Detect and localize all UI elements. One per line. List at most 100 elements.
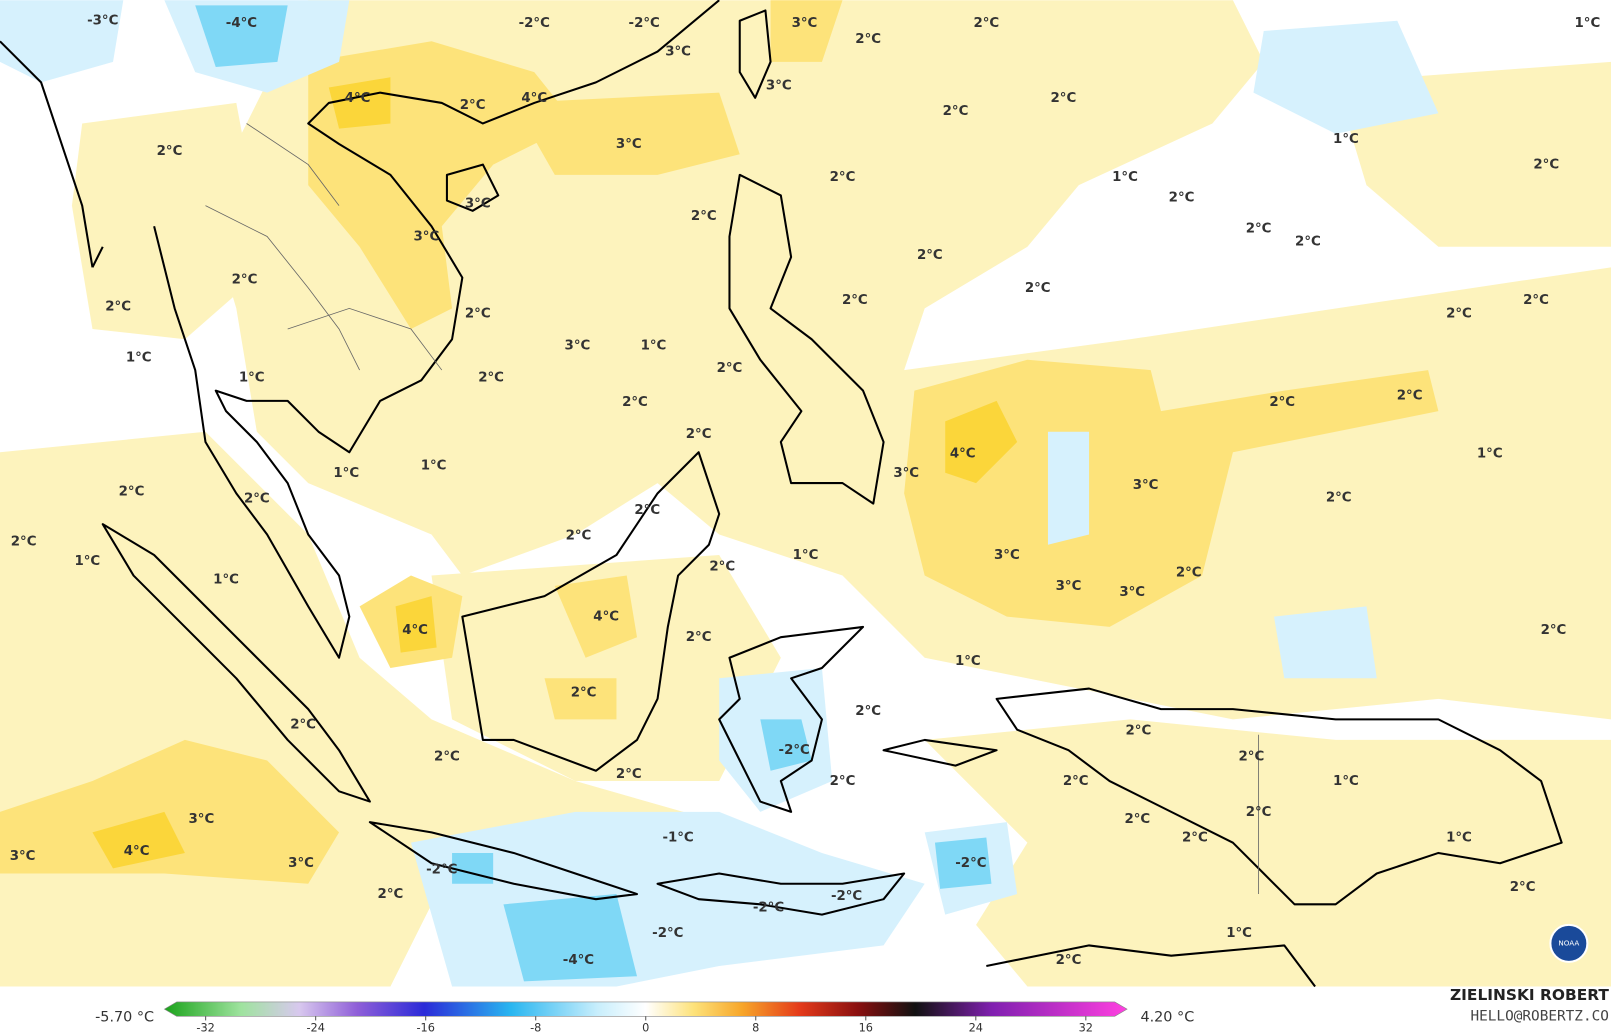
- contour-label: 3°C: [994, 548, 1020, 563]
- contour-label: 3°C: [766, 78, 792, 93]
- lesser-sunda: [656, 872, 906, 916]
- contour-label: 4°C: [402, 623, 428, 638]
- borneo: [461, 451, 721, 772]
- contour-label: 4°C: [950, 446, 976, 461]
- contour-label: 4°C: [521, 91, 547, 106]
- contour-label: 2°C: [157, 144, 183, 159]
- contour-label: 1°C: [1574, 16, 1600, 31]
- java: [368, 821, 639, 901]
- seram: [882, 738, 998, 767]
- contour-label: 1°C: [421, 459, 447, 474]
- contour-label: 1°C: [1112, 170, 1138, 185]
- contour-label: 3°C: [189, 812, 215, 827]
- contour-label: 1°C: [126, 351, 152, 366]
- contour-label: 4°C: [124, 844, 150, 859]
- contour-label: -1°C: [662, 831, 693, 846]
- contour-label: 2°C: [1295, 235, 1321, 250]
- contour-label: 2°C: [1182, 831, 1208, 846]
- contour-label: 2°C: [1523, 293, 1549, 308]
- contour-label: 2°C: [478, 370, 504, 385]
- contour-label: 2°C: [1063, 774, 1089, 789]
- noaa-logo: NOAA: [1549, 923, 1589, 963]
- contour-label: 2°C: [1051, 91, 1077, 106]
- sulawesi: [718, 625, 865, 813]
- borders: [205, 123, 443, 371]
- map-area: -3°C -4°C -2°C -2°C 3°C 2°C 2°C 1°C 3°C 3°C 4°C 2°C…: [0, 0, 1611, 988]
- colorbar-tick-label: 16: [859, 1022, 873, 1035]
- contour-label: 2°C: [855, 32, 881, 47]
- contour-label: 1°C: [239, 370, 265, 385]
- hainan: [445, 163, 500, 212]
- contour-label: 2°C: [1239, 749, 1265, 764]
- contour-label: 2°C: [1246, 221, 1272, 236]
- logo-text: NOAA: [1558, 938, 1579, 947]
- contour-label: 1°C: [1333, 132, 1359, 147]
- colorbar-ramp: [163, 1001, 1128, 1017]
- contour-label: 1°C: [1333, 774, 1359, 789]
- contour-label: -2°C: [519, 16, 550, 31]
- contour-label: 2°C: [691, 209, 717, 224]
- contour-label: 2°C: [434, 749, 460, 764]
- contour-label: 2°C: [1025, 281, 1051, 296]
- contour-label: 2°C: [105, 299, 131, 314]
- contour-label: 2°C: [1169, 190, 1195, 205]
- colorbar-ticks: -32 -24 -16 -8 0 8 16 24 32: [196, 1016, 1093, 1035]
- contour-label: 2°C: [1541, 623, 1567, 638]
- contour-label: 1°C: [1226, 926, 1252, 941]
- contour-label: 2°C: [1269, 395, 1295, 410]
- contour-label: 2°C: [686, 630, 712, 645]
- contour-label: 3°C: [616, 137, 642, 152]
- colorbar-max-label: 4.20 °C: [1140, 1009, 1194, 1025]
- contour-label: 2°C: [244, 491, 270, 506]
- contour-label: 3°C: [893, 466, 919, 481]
- australia: [986, 944, 1316, 988]
- mainland-coast: [0, 0, 720, 659]
- contour-label: 1°C: [213, 573, 239, 588]
- contour-label: 2°C: [1533, 158, 1559, 173]
- contour-label: -2°C: [831, 889, 862, 904]
- contour-label: 2°C: [1126, 724, 1152, 739]
- contour-label: -2°C: [629, 16, 660, 31]
- contour-label: 3°C: [792, 16, 818, 31]
- contour-label: 3°C: [1119, 585, 1145, 600]
- contour-label: 2°C: [686, 427, 712, 442]
- contour-label: 2°C: [616, 767, 642, 782]
- contour-label: 2°C: [232, 273, 258, 288]
- contour-label: 3°C: [288, 856, 314, 871]
- colorbar-tick-label: -32: [196, 1022, 214, 1035]
- contour-label: 1°C: [1446, 831, 1472, 846]
- logo-circle: [1549, 923, 1589, 963]
- contour-label: 2°C: [1176, 565, 1202, 580]
- contour-label: 2°C: [11, 535, 37, 550]
- contour-label: -4°C: [226, 16, 257, 31]
- contour-label: -3°C: [87, 14, 118, 29]
- credit-author: ZIELINSKI ROBERT: [1450, 986, 1609, 1004]
- contour-label: 1°C: [793, 548, 819, 563]
- colorbar-tick-label: 0: [642, 1022, 649, 1035]
- colorbar-tick-label: -8: [530, 1022, 541, 1035]
- contour-label: 2°C: [1397, 389, 1423, 404]
- contour-label: 3°C: [414, 229, 440, 244]
- contour-label: -2°C: [753, 900, 784, 915]
- contour-label: 2°C: [1446, 307, 1472, 322]
- contour-label: 2°C: [460, 98, 486, 113]
- contour-label: 2°C: [634, 503, 660, 518]
- contour-label: -2°C: [955, 856, 986, 871]
- sumatra: [101, 523, 371, 803]
- contour-label: 1°C: [333, 466, 359, 481]
- contour-label: 2°C: [566, 528, 592, 543]
- anomaly-4: [92, 77, 1018, 869]
- contour-label: 2°C: [709, 559, 735, 574]
- contour-label: 3°C: [665, 45, 691, 60]
- colorbar-tick-label: 32: [1079, 1022, 1093, 1035]
- contour-label: 2°C: [571, 686, 597, 701]
- contour-label: 2°C: [1246, 805, 1272, 820]
- contour-label: -4°C: [563, 953, 594, 968]
- contour-label: 3°C: [10, 849, 36, 864]
- contour-label: 2°C: [973, 16, 999, 31]
- contour-label: -2°C: [652, 926, 683, 941]
- contour-label: 1°C: [74, 554, 100, 569]
- contour-label: 2°C: [830, 774, 856, 789]
